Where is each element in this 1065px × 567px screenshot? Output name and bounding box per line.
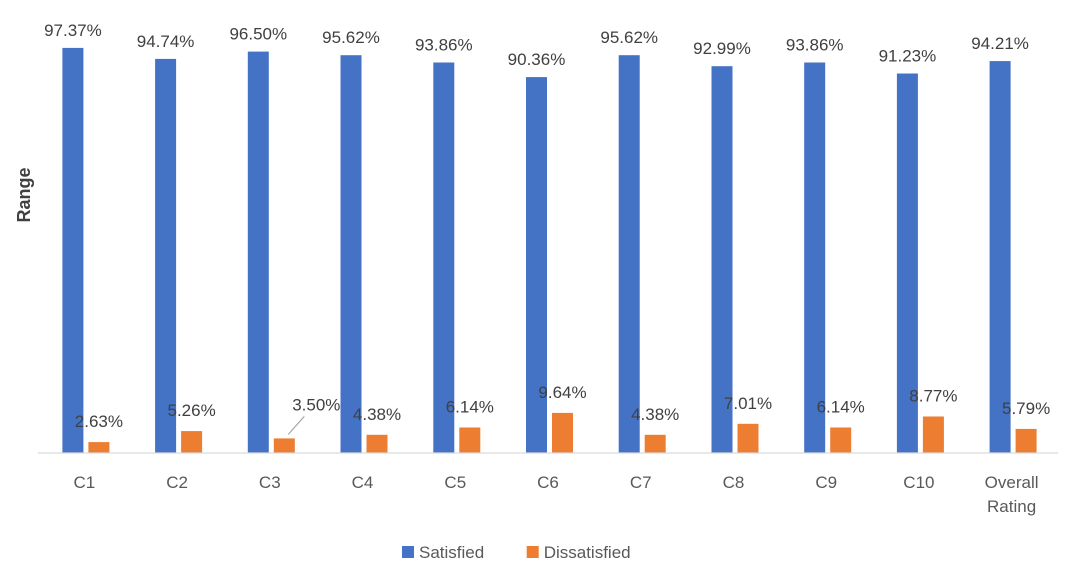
bar-satisfied-c9	[804, 62, 826, 453]
data-label-dissatisfied-c10: 8.77%	[909, 387, 957, 406]
legend-swatch-satisfied	[402, 546, 414, 558]
x-tick-label-c3: C3	[259, 473, 281, 492]
data-label-dissatisfied-c8: 7.01%	[724, 394, 772, 413]
bar-satisfied-c3	[247, 51, 269, 453]
x-tick-label-overall-rating: Overall Rating	[985, 473, 1039, 516]
data-label-dissatisfied-overall-rating: 5.79%	[1002, 399, 1050, 418]
bar-dissatisfied-c5	[459, 427, 481, 453]
bar-satisfied-c10	[896, 73, 918, 453]
data-label-satisfied-c2: 94.74%	[137, 32, 195, 51]
data-label-dissatisfied-c6: 9.64%	[538, 383, 586, 402]
x-tick-label-c4: C4	[352, 473, 374, 492]
data-label-dissatisfied-c4: 4.38%	[353, 405, 401, 424]
bar-satisfied-c5	[433, 62, 455, 453]
x-tick-label-c1: C1	[74, 473, 96, 492]
bar-dissatisfied-c8	[737, 423, 759, 453]
x-tick-label-c8: C8	[723, 473, 745, 492]
legend: Satisfied Dissatisfied	[402, 543, 631, 562]
data-label-satisfied-c10: 91.23%	[879, 47, 937, 66]
bar-satisfied-c6	[526, 77, 547, 453]
bar-satisfied-c8	[711, 66, 733, 453]
bar-satisfied-c1	[62, 47, 84, 454]
data-label-satisfied-c4: 95.62%	[322, 28, 380, 47]
bar-satisfied-c4	[340, 55, 362, 453]
data-label-satisfied-overall-rating: 94.21%	[971, 34, 1029, 53]
bar-dissatisfied-c7	[644, 434, 666, 453]
data-label-satisfied-c7: 95.62%	[600, 28, 658, 47]
data-label-dissatisfied-c7: 4.38%	[631, 405, 679, 424]
bar-dissatisfied-c1	[88, 442, 110, 453]
bar-dissatisfied-c6	[552, 412, 573, 453]
bar-satisfied-c7	[618, 55, 640, 453]
x-tick-label-c2: C2	[166, 473, 188, 492]
data-label-satisfied-c8: 92.99%	[693, 39, 751, 58]
bar-dissatisfied-c3	[273, 438, 295, 453]
y-axis-label: Range	[14, 167, 34, 222]
x-tick-label-c7: C7	[630, 473, 652, 492]
data-label-satisfied-c9: 93.86%	[786, 36, 844, 55]
data-label-dissatisfied-c2: 5.26%	[167, 401, 215, 420]
bar-satisfied-overall-rating	[989, 61, 1011, 453]
data-label-dissatisfied-c9: 6.14%	[817, 398, 865, 417]
x-axis-ticks: C1 C2 C3 C4 C5 C6 C7 C8 C9 C10 Overall Rating	[74, 473, 1039, 516]
data-label-satisfied-c3: 96.50%	[229, 25, 287, 44]
data-label-satisfied-c6: 90.36%	[508, 50, 566, 69]
legend-label-dissatisfied: Dissatisfied	[544, 543, 631, 562]
data-label-dissatisfied-c1: 2.63%	[75, 412, 123, 431]
x-tick-label-c6: C6	[537, 473, 559, 492]
legend-swatch-dissatisfied	[526, 546, 539, 558]
bar-dissatisfied-c4	[366, 434, 388, 453]
x-tick-label-c10: C10	[903, 473, 934, 492]
bar-dissatisfied-c2	[181, 431, 203, 453]
x-tick-label-c9: C9	[815, 473, 837, 492]
bar-dissatisfied-c9	[830, 427, 852, 453]
x-tick-label-c5: C5	[444, 473, 466, 492]
plot-area: 97.37% 2.63% 94.74% 5.26% 96.50% 3.50% 95.62% 4…	[44, 21, 1050, 454]
data-label-satisfied-c1: 97.37%	[44, 21, 102, 40]
bar-dissatisfied-overall-rating	[1015, 428, 1037, 453]
label-leader-line	[287, 416, 305, 435]
data-label-dissatisfied-c5: 6.14%	[446, 398, 494, 417]
bar-dissatisfied-c10	[922, 416, 944, 453]
legend-label-satisfied: Satisfied	[419, 543, 484, 562]
data-label-dissatisfied-c3: 3.50%	[292, 395, 340, 414]
bar-satisfied-c2	[155, 58, 177, 454]
data-label-satisfied-c5: 93.86%	[415, 36, 473, 55]
